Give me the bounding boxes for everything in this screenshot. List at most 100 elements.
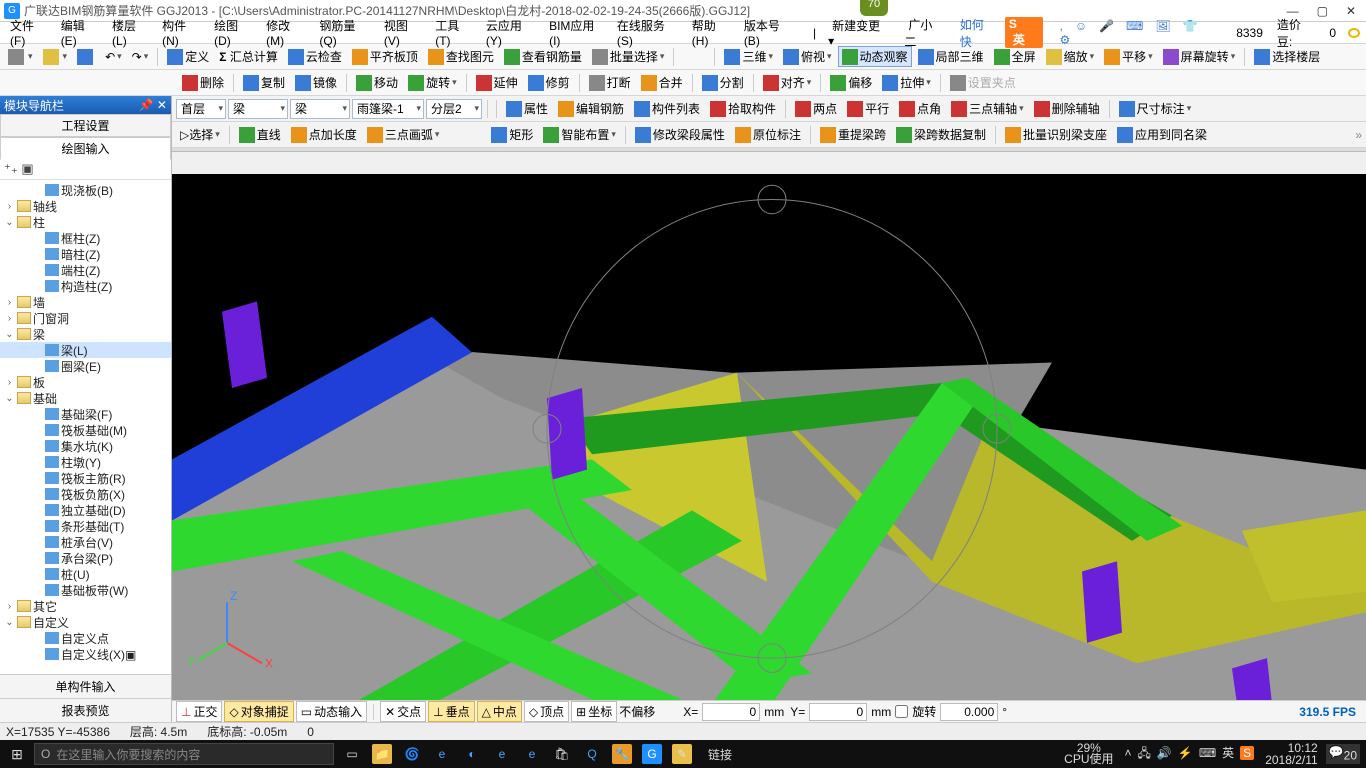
menu-file[interactable]: 文件(F) [6, 17, 53, 48]
component-tree[interactable]: 现浇板(B)›轴线⌄柱框柱(Z)暗柱(Z)端柱(Z)构造柱(Z)›墙›门窗洞⌄梁… [0, 180, 171, 674]
category-combo[interactable]: 梁 [228, 99, 288, 119]
tree-node[interactable]: ⌄自定义 [0, 614, 171, 630]
layer-combo[interactable]: 分层2 [426, 99, 482, 119]
menu-rebar[interactable]: 钢筋量(Q) [315, 17, 375, 48]
rect-button[interactable]: 矩形 [487, 124, 537, 145]
menu-draw[interactable]: 绘图(D) [210, 17, 258, 48]
item-combo[interactable]: 雨篷梁-1 [352, 99, 424, 119]
tree-node[interactable]: 独立基础(D) [0, 502, 171, 518]
cloud-check-button[interactable]: 云检查 [284, 46, 346, 67]
undo-button[interactable]: ↶ [101, 48, 126, 66]
taskbar-clock[interactable]: 10:122018/2/11 [1265, 742, 1318, 766]
menu-bim[interactable]: BIM应用(I) [545, 17, 609, 48]
menu-component[interactable]: 构件(N) [158, 17, 206, 48]
report-preview-button[interactable]: 报表预览 [0, 698, 171, 722]
move-button[interactable]: 移动 [352, 72, 402, 93]
sum-calc-button[interactable]: Σ 汇总计算 [215, 46, 282, 67]
line-button[interactable]: 直线 [235, 124, 285, 145]
pan-button[interactable]: 平移 [1100, 46, 1157, 67]
menu-view[interactable]: 视图(V) [380, 17, 427, 48]
edit-rebar-button[interactable]: 编辑钢筋 [554, 98, 628, 119]
tree-node[interactable]: ›板 [0, 374, 171, 390]
point-angle-button[interactable]: 点角 [895, 98, 945, 119]
merge-button[interactable]: 合并 [637, 72, 687, 93]
mirror-button[interactable]: 镜像 [291, 72, 341, 93]
tree-node[interactable]: 端柱(Z) [0, 262, 171, 278]
dimension-button[interactable]: 尺寸标注 [1115, 98, 1196, 119]
batch-select-button[interactable]: 批量选择 [588, 46, 669, 67]
menu-version[interactable]: 版本号(B) [740, 17, 799, 48]
y-input[interactable] [809, 703, 867, 721]
system-tray[interactable]: ˄🖧🔊⚡⌨英S [1122, 744, 1258, 765]
new-change-button[interactable]: 新建变更 ▾ [824, 17, 896, 48]
midpoint-toggle[interactable]: △ 中点 [477, 701, 522, 722]
howto-link[interactable]: 如何快 [956, 16, 999, 50]
copy-span-button[interactable]: 梁跨数据复制 [892, 124, 990, 145]
pin-icon[interactable]: 📌 ✕ [139, 98, 167, 112]
tree-node[interactable]: ›门窗洞 [0, 310, 171, 326]
tree-node[interactable]: 框柱(Z) [0, 230, 171, 246]
stretch-button[interactable]: 拉伸 [878, 72, 935, 93]
menu-edit[interactable]: 编辑(E) [57, 17, 104, 48]
ie-icon[interactable]: e [522, 744, 542, 764]
reident-span-button[interactable]: 重提梁跨 [816, 124, 890, 145]
fullscreen-button[interactable]: 全屏 [990, 46, 1040, 67]
redo-button[interactable]: ↷ [128, 48, 153, 66]
rotate-button[interactable]: 旋转 [404, 72, 461, 93]
offset-mode-combo[interactable]: 不偏移 [619, 703, 679, 720]
swirl-icon[interactable]: 🌀 [402, 744, 422, 764]
store-icon[interactable]: 🛍 [552, 744, 572, 764]
browser-icon[interactable]: ◐ [462, 744, 482, 764]
menu-help[interactable]: 帮助(H) [688, 17, 736, 48]
three-aux-button[interactable]: 三点辅轴 [947, 98, 1028, 119]
zoom-button[interactable]: 缩放 [1042, 46, 1099, 67]
tree-node[interactable]: ›轴线 [0, 198, 171, 214]
top-view-button[interactable]: 俯视 [779, 46, 836, 67]
tree-node[interactable]: ⌄基础 [0, 390, 171, 406]
define-button[interactable]: 定义 [163, 46, 213, 67]
user-button[interactable]: 广小二 [900, 16, 951, 50]
tab-project-settings[interactable]: 工程设置 [0, 114, 171, 137]
tree-node[interactable]: 柱墩(Y) [0, 454, 171, 470]
select-tool-button[interactable]: ▷ 选择 [176, 124, 224, 145]
tree-node[interactable]: ›墙 [0, 294, 171, 310]
tree-node[interactable]: 筏板基础(M) [0, 422, 171, 438]
menu-online[interactable]: 在线服务(S) [613, 17, 684, 48]
extend-button[interactable]: 延伸 [472, 72, 522, 93]
intersection-toggle[interactable]: ✕ 交点 [380, 701, 426, 722]
trim-button[interactable]: 修剪 [524, 72, 574, 93]
ime-badge[interactable]: S 英 [1005, 17, 1044, 48]
break-button[interactable]: 打断 [585, 72, 635, 93]
flat-roof-button[interactable]: 平齐板顶 [348, 46, 422, 67]
dynamic-input-toggle[interactable]: ▭动态输入 [296, 701, 367, 722]
menu-floor[interactable]: 楼层(L) [108, 17, 154, 48]
tree-node[interactable]: 筏板主筋(R) [0, 470, 171, 486]
component-list-button[interactable]: 构件列表 [630, 98, 704, 119]
rotate-checkbox[interactable] [895, 705, 908, 718]
q-icon[interactable]: Q [582, 744, 602, 764]
split-button[interactable]: 分割 [698, 72, 748, 93]
floor-combo[interactable]: 首层 [176, 99, 226, 119]
apply-all-button[interactable]: 应用到同名梁 [1113, 124, 1211, 145]
arc3-button[interactable]: 三点画弧 [363, 124, 444, 145]
set-grip-button[interactable]: 设置夹点 [946, 72, 1020, 93]
perpendicular-toggle[interactable]: ⊥ 垂点 [428, 701, 474, 722]
delete-aux-button[interactable]: 删除辅轴 [1030, 98, 1104, 119]
tool-icon[interactable]: 🔧 [612, 744, 632, 764]
notes-icon[interactable]: ✎ [672, 744, 692, 764]
menu-modify[interactable]: 修改(M) [262, 17, 311, 48]
tree-node[interactable]: 桩(U) [0, 566, 171, 582]
tree-node[interactable]: 圈梁(E) [0, 358, 171, 374]
view-steel-button[interactable]: 查看钢筋量 [500, 46, 586, 67]
tree-node[interactable]: 构造柱(Z) [0, 278, 171, 294]
open-file-button[interactable] [39, 47, 72, 67]
start-button[interactable]: ⊞ [0, 746, 34, 763]
edit-segment-button[interactable]: 修改梁段属性 [631, 124, 729, 145]
osnap-toggle[interactable]: ◇对象捕捉 [224, 701, 293, 722]
vertex-toggle[interactable]: ◇ 顶点 [524, 701, 569, 722]
x-input[interactable] [702, 703, 760, 721]
two-point-button[interactable]: 两点 [791, 98, 841, 119]
smart-layout-button[interactable]: 智能布置 [539, 124, 620, 145]
tree-node[interactable]: ›其它 [0, 598, 171, 614]
tree-node[interactable]: 基础板带(W) [0, 582, 171, 598]
